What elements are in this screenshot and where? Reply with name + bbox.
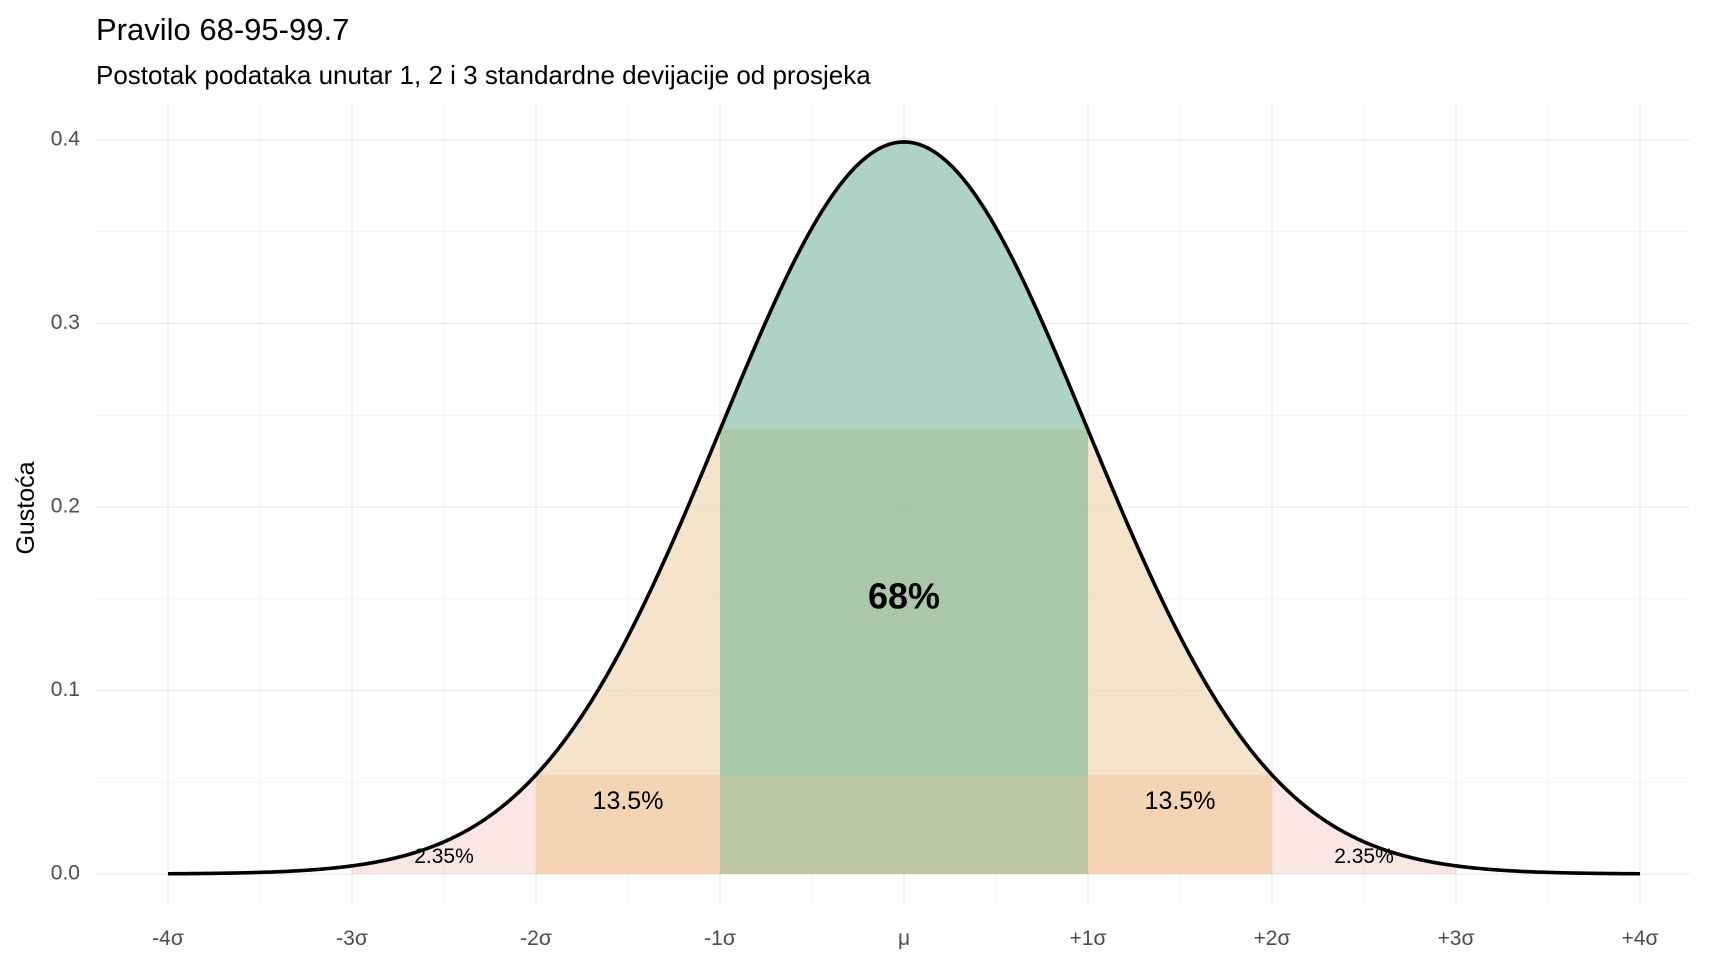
percentage-labels: 68% 13.5% 13.5% 2.35% 2.35% bbox=[414, 575, 1394, 868]
x-tick-label: -2σ bbox=[520, 927, 552, 950]
y-tick-label: 0.1 bbox=[51, 678, 80, 701]
y-tick-label: 0.2 bbox=[51, 495, 80, 518]
chart-subtitle: Postotak podataka unutar 1, 2 i 3 standa… bbox=[96, 60, 871, 90]
axis-tick-labels: -4σ -3σ -2σ -1σ μ +1σ +2σ +3σ +4σ 0.0 0.1 0.2 0.3 0.4 bbox=[51, 128, 1659, 950]
percent-annotation: 2.35% bbox=[414, 845, 474, 868]
percent-annotation: 68% bbox=[868, 575, 940, 616]
chart-title: Pravilo 68-95-99.7 bbox=[96, 12, 349, 47]
x-tick-label: +4σ bbox=[1622, 927, 1659, 950]
x-tick-label: +1σ bbox=[1070, 927, 1107, 950]
y-tick-label: 0.0 bbox=[51, 862, 80, 885]
shaded-regions bbox=[352, 141, 1456, 874]
x-tick-label: +3σ bbox=[1438, 927, 1475, 950]
density-curve bbox=[167, 140, 1641, 876]
y-axis-title: Gustoća bbox=[12, 461, 40, 554]
y-tick-label: 0.4 bbox=[51, 128, 81, 151]
percent-annotation: 2.35% bbox=[1334, 845, 1394, 868]
y-tick-label: 0.3 bbox=[51, 311, 80, 334]
percent-annotation: 13.5% bbox=[593, 787, 664, 815]
region-1-band bbox=[720, 429, 1088, 874]
x-tick-label: +2σ bbox=[1254, 927, 1291, 950]
x-tick-label: -1σ bbox=[704, 927, 736, 950]
x-tick-label: -3σ bbox=[336, 927, 368, 950]
density-curve-group bbox=[167, 140, 1641, 876]
x-tick-label: μ bbox=[898, 927, 910, 950]
x-tick-label: -4σ bbox=[152, 927, 184, 950]
percent-annotation: 13.5% bbox=[1145, 787, 1216, 815]
